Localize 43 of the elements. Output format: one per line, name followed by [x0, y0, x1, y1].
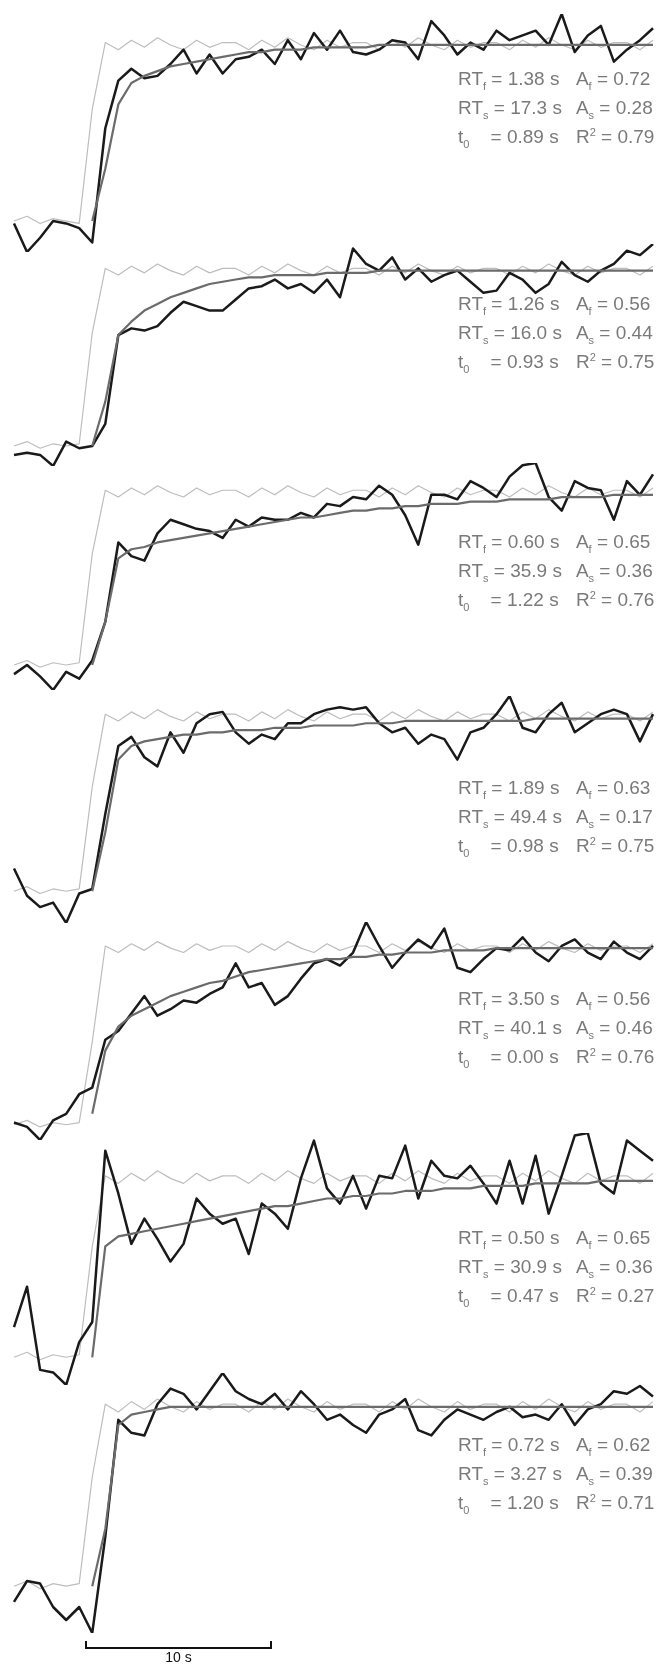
text: t$_{0}$ = 0.47 s — [458, 1285, 559, 1309]
annotation: A$_{f}$ = 0.62 — [575, 1433, 652, 1459]
annotation: R$^{2}$ = 0.75 — [575, 833, 655, 858]
annotation: RT$_{s}$ = 30.9 s — [458, 1255, 562, 1281]
annotation: A$_{s}$ = 0.39 — [575, 1462, 654, 1488]
annotation: RT$_{f}$ = 0.60 s — [458, 530, 561, 556]
text: t$_{0}$ = 0.98 s — [458, 835, 559, 859]
annotation: R$^{2}$ = 0.76 — [575, 1044, 655, 1069]
annotation: A$_{f}$ = 0.56 — [575, 987, 652, 1013]
annotation: A$_{f}$ = 0.56 — [575, 292, 652, 318]
annotation: R$^{2}$ = 0.76 — [575, 587, 655, 612]
annotation: A$_{s}$ = 0.28 — [575, 96, 654, 122]
annotation: RT$_{s}$ = 49.4 s — [458, 805, 562, 831]
annotation: A$_{f}$ = 0.65 — [575, 530, 652, 556]
annotation: R$^{2}$ = 0.71 — [575, 1490, 655, 1515]
annotation: R$^{2}$ = 0.79 — [575, 124, 655, 149]
text: t$_{0}$ = 1.20 s — [458, 1492, 559, 1516]
annotation: RT$_{f}$ = 0.50 s — [458, 1226, 561, 1252]
annotation: R$^{2}$ = 0.75 — [575, 349, 655, 374]
annotation: A$_{s}$ = 0.17 — [575, 805, 654, 831]
text: t$_{0}$ = 0.00 s — [458, 1046, 559, 1070]
annotation: RT$_{s}$ = 17.3 s — [458, 96, 562, 122]
annotation: RT$_{f}$ = 3.50 s — [458, 987, 561, 1013]
annotation: RT$_{s}$ = 40.1 s — [458, 1016, 562, 1042]
text: t$_{0}$ = 0.89 s — [458, 126, 559, 150]
text: t$_{0}$ = 0.93 s — [458, 351, 559, 375]
annotation: A$_{f}$ = 0.72 — [575, 67, 652, 93]
annotation: R$^{2}$ = 0.27 — [575, 1283, 655, 1308]
annotation: A$_{s}$ = 0.46 — [575, 1016, 654, 1042]
annotation: RT$_{f}$ = 1.26 s — [458, 292, 561, 318]
annotation: RT$_{f}$ = 1.38 s — [458, 67, 561, 93]
annotation: A$_{f}$ = 0.65 — [575, 1226, 652, 1252]
annotation: RT$_{s}$ = 16.0 s — [458, 321, 562, 347]
annotation: A$_{s}$ = 0.36 — [575, 1255, 654, 1281]
annotation: RT$_{s}$ = 3.27 s — [458, 1462, 562, 1488]
annotation: A$_{s}$ = 0.44 — [575, 321, 654, 347]
text: t$_{0}$ = 1.22 s — [458, 589, 559, 613]
text: 10 s — [164, 1649, 193, 1665]
annotation: A$_{f}$ = 0.63 — [575, 776, 652, 802]
annotation: RT$_{f}$ = 0.72 s — [458, 1433, 561, 1459]
annotation: A$_{s}$ = 0.36 — [575, 559, 654, 585]
annotation: RT$_{f}$ = 1.89 s — [458, 776, 561, 802]
annotation: RT$_{s}$ = 35.9 s — [458, 559, 562, 585]
